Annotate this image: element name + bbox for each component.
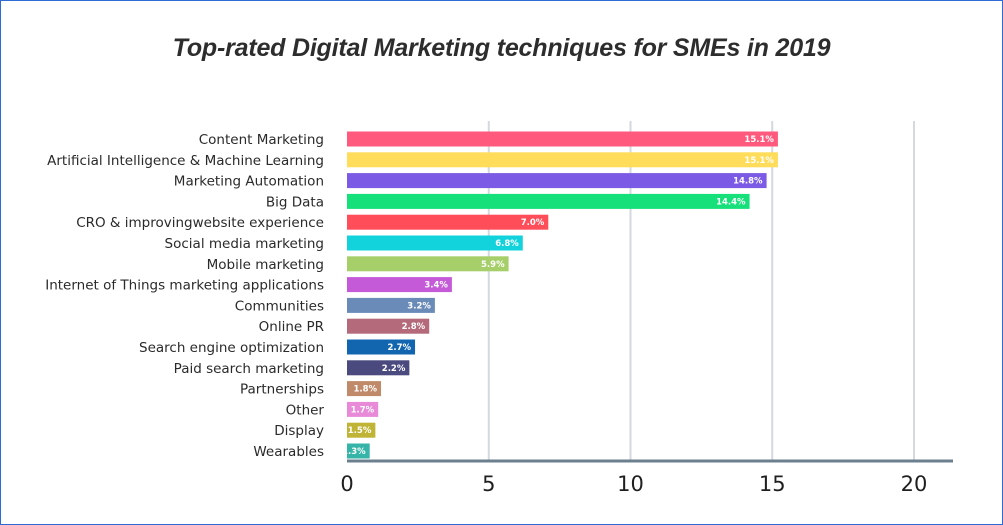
x-tick-label: 20 — [901, 472, 928, 496]
category-label: CRO & improvingwebsite experience — [76, 215, 324, 231]
bar — [347, 297, 435, 313]
data-label: 6.8% — [495, 239, 519, 249]
bar — [347, 318, 430, 334]
category-label: Marketing Automation — [174, 174, 324, 190]
bar — [347, 214, 549, 230]
category-label: Online PR — [259, 319, 324, 335]
data-label: 3.4% — [424, 281, 448, 291]
chart-title: Top-rated Digital Marketing techniques f… — [172, 34, 831, 62]
data-label: 15.1% — [744, 156, 774, 166]
data-label: 1.5% — [348, 426, 372, 436]
data-label: 14.4% — [716, 197, 746, 207]
x-tick-label: 15 — [759, 472, 786, 496]
category-label: Social media marketing — [165, 236, 324, 252]
bar — [347, 152, 778, 168]
bar — [347, 235, 523, 251]
bar — [347, 131, 778, 147]
bar — [347, 381, 382, 397]
data-label: 14.8% — [733, 177, 763, 187]
category-label: Partnerships — [240, 382, 324, 398]
data-label: 1.7% — [351, 405, 375, 415]
category-label: Content Marketing — [199, 132, 324, 148]
bar — [347, 256, 509, 272]
category-label: Communities — [235, 298, 324, 314]
category-label: Artificial Intelligence & Machine Learni… — [47, 153, 324, 169]
bar — [347, 277, 452, 293]
bar — [347, 422, 376, 438]
data-label: 3.2% — [407, 301, 431, 311]
category-label: Display — [274, 423, 324, 439]
category-label: Mobile marketing — [207, 257, 324, 273]
category-label: Internet of Things marketing application… — [45, 278, 324, 294]
data-label: 2.2% — [382, 364, 406, 374]
data-label: 7.0% — [521, 218, 545, 228]
category-label: Big Data — [266, 194, 324, 210]
data-label: 5.9% — [481, 260, 505, 270]
bar — [347, 173, 767, 189]
data-label: 2.7% — [387, 343, 411, 353]
data-label: 15.1% — [744, 135, 774, 145]
bar — [347, 339, 416, 355]
x-tick-label: 5 — [482, 472, 495, 496]
data-label: 1.8% — [353, 385, 377, 395]
category-label: Wearables — [253, 444, 324, 460]
category-label: Paid search marketing — [174, 361, 324, 377]
data-label: 1.3% — [342, 447, 366, 457]
x-tick-label: 10 — [617, 472, 644, 496]
x-tick-label: 0 — [340, 472, 353, 496]
bar — [347, 401, 379, 417]
bar — [347, 443, 370, 459]
bar — [347, 360, 410, 376]
category-label: Search engine optimization — [139, 340, 324, 356]
category-label: Other — [286, 402, 325, 418]
bar — [347, 193, 750, 209]
data-label: 2.8% — [402, 322, 426, 332]
